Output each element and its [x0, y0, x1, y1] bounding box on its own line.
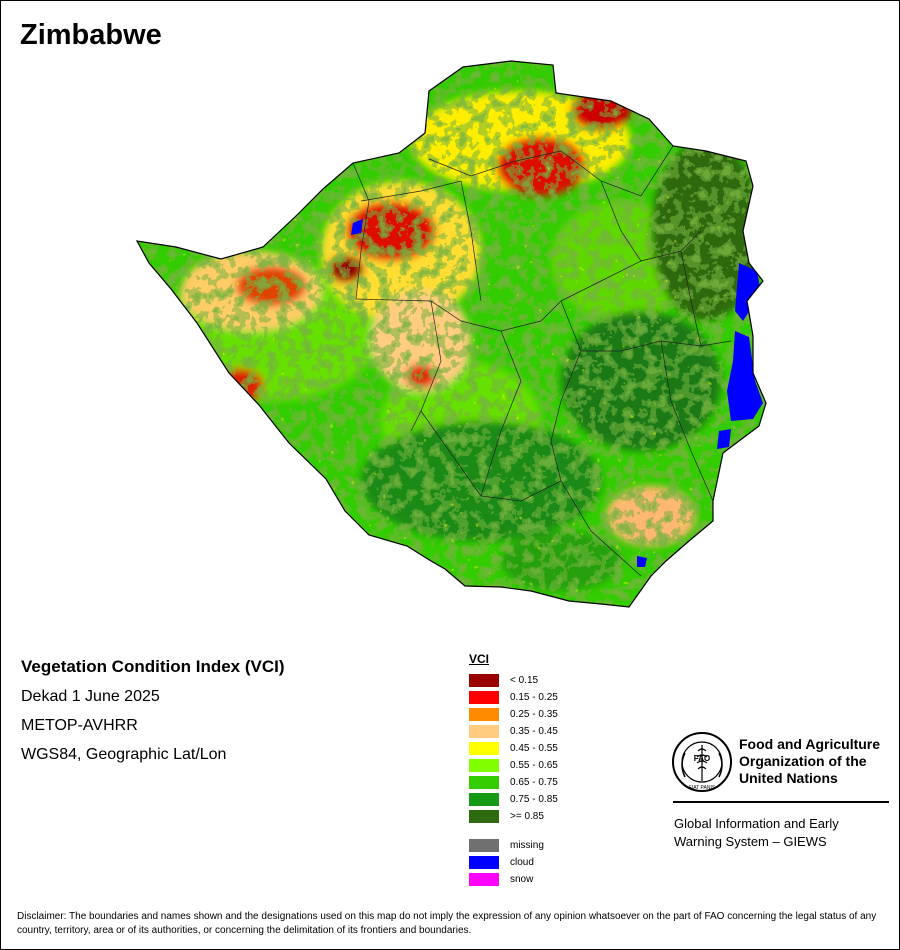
map-info: Vegetation Condition Index (VCI) Dekad 1… [21, 657, 285, 775]
legend-class-label: 0.75 - 0.85 [510, 794, 558, 805]
fao-logo-icon: FAO FIAT PANIS [672, 732, 732, 792]
legend-class-swatch [469, 708, 499, 721]
legend-classes: < 0.15 0.15 - 0.25 0.25 - 0.35 0.35 - 0.45 0… [469, 672, 558, 825]
legend-special-swatch [469, 873, 499, 886]
legend-class-row: 0.65 - 0.75 [469, 774, 558, 791]
period-label: Dekad 1 June 2025 [21, 688, 160, 705]
legend-class-row: 0.25 - 0.35 [469, 706, 558, 723]
legend-title: VCI [469, 652, 490, 666]
fao-logo-text: FAO [694, 754, 710, 763]
legend-class-swatch [469, 759, 499, 772]
legend-class-label: 0.45 - 0.55 [510, 743, 558, 754]
giews-label: Global Information and Early Warning Sys… [674, 816, 839, 849]
projection-label: WGS84, Geographic Lat/Lon [21, 746, 227, 763]
legend-class-swatch [469, 725, 499, 738]
legend-special-row: missing [469, 837, 558, 854]
legend-class-label: >= 0.85 [510, 811, 544, 822]
vci-map [135, 60, 767, 608]
legend-special-label: snow [510, 874, 534, 885]
legend-class-row: >= 0.85 [469, 808, 558, 825]
legend-special: missing cloud snow [469, 837, 558, 888]
legend-class-row: 0.15 - 0.25 [469, 689, 558, 706]
map-title: Zimbabwe [20, 19, 162, 51]
legend-class-label: < 0.15 [510, 675, 539, 686]
sensor-label: METOP-AVHRR [21, 717, 138, 734]
legend-class-row: 0.75 - 0.85 [469, 791, 558, 808]
fao-divider [673, 801, 889, 803]
legend-class-row: 0.55 - 0.65 [469, 757, 558, 774]
legend-special-row: snow [469, 871, 558, 888]
disclaimer: Disclaimer: The boundaries and names sho… [17, 911, 877, 936]
legend-class-label: 0.15 - 0.25 [510, 692, 558, 703]
legend-class-row: 0.35 - 0.45 [469, 723, 558, 740]
legend-class-swatch [469, 810, 499, 823]
fao-name: Food and Agriculture Organization of the… [739, 736, 881, 786]
legend-special-swatch [469, 856, 499, 869]
country-border [135, 60, 767, 608]
legend-class-label: 0.35 - 0.45 [510, 726, 558, 737]
index-title: Vegetation Condition Index (VCI) [21, 657, 285, 676]
legend-special-label: missing [510, 840, 544, 851]
legend-special-label: cloud [510, 857, 534, 868]
fao-motto-text: FIAT PANIS [689, 785, 716, 791]
legend-class-swatch [469, 674, 499, 687]
legend-class-swatch [469, 691, 499, 704]
legend-class-label: 0.65 - 0.75 [510, 777, 558, 788]
legend-special-row: cloud [469, 854, 558, 871]
legend-special-swatch [469, 839, 499, 852]
legend: VCI < 0.15 0.15 - 0.25 0.25 - 0.35 0.35 - 0… [469, 652, 558, 888]
legend-class-label: 0.55 - 0.65 [510, 760, 558, 771]
legend-class-row: < 0.15 [469, 672, 558, 689]
legend-class-label: 0.25 - 0.35 [510, 709, 558, 720]
legend-class-swatch [469, 776, 499, 789]
legend-class-row: 0.45 - 0.55 [469, 740, 558, 757]
legend-class-swatch [469, 793, 499, 806]
province-boundaries [352, 145, 732, 577]
legend-class-swatch [469, 742, 499, 755]
vci-raster [137, 61, 766, 607]
